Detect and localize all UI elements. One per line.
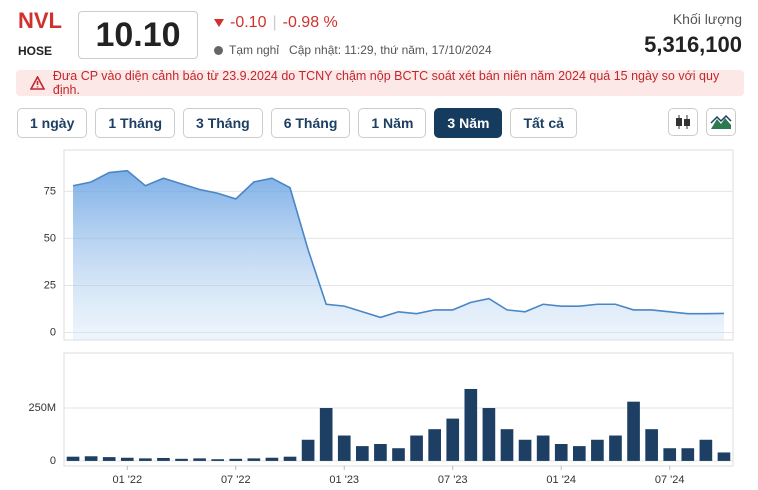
change-percent: -0.98 % [282, 14, 338, 31]
range-buttons: 1 ngày 1 Tháng 3 Tháng 6 Tháng 1 Năm 3 Năm Tất… [17, 108, 577, 138]
volume-bar [627, 401, 640, 461]
volume-bar [681, 448, 695, 461]
y-tick-label: 50 [44, 232, 56, 244]
volume-bar [392, 448, 405, 461]
range-button[interactable]: 6 Tháng [270, 108, 351, 138]
volume-bar [211, 459, 225, 461]
y-tick-label: 75 [44, 185, 56, 197]
area-icon [710, 114, 732, 129]
status-text: Tạm nghỉ [229, 43, 280, 57]
range-button[interactable]: 3 Tháng [183, 108, 263, 138]
volume-bar [265, 457, 279, 461]
volume-bar [66, 456, 80, 461]
volume-bar [301, 439, 315, 461]
volume-bar [283, 456, 297, 461]
x-tick-label: 07 '24 [655, 474, 685, 486]
x-tick-label: 01 '24 [546, 474, 576, 486]
y-tick-label: 250M [28, 402, 56, 414]
price-area [73, 170, 724, 340]
exchange: HOSE [18, 44, 53, 58]
volume-bar [356, 446, 369, 461]
y-tick-label: 25 [44, 279, 56, 291]
volume-bar [120, 457, 134, 461]
change: -0.10 | -0.98 % [214, 14, 338, 32]
status-dot [214, 45, 223, 55]
volume-bar [428, 429, 441, 461]
x-tick-label: 07 '23 [438, 474, 468, 486]
volume-bar [193, 458, 206, 461]
symbol: NVL [18, 8, 62, 33]
volume-value: 5,316,100 [644, 32, 742, 57]
volume-bar [500, 429, 514, 461]
status: Tạm nghỉ [214, 43, 279, 57]
volume-bar [663, 448, 677, 461]
volume-bar [374, 443, 387, 461]
volume-bar [139, 458, 152, 461]
down-arrow [214, 19, 224, 27]
x-tick-label: 01 '22 [112, 474, 142, 486]
volume-bar [247, 458, 261, 461]
warning-text: Đưa CP vào diện cảnh báo từ 23.9.2024 do… [52, 69, 720, 97]
y-tick-label: 0 [50, 455, 56, 467]
range-button[interactable]: 1 Tháng [95, 108, 176, 138]
candlestick-button[interactable] [668, 108, 698, 136]
price: 10.10 [78, 11, 198, 59]
volume-bar [717, 452, 731, 461]
updated: Cập nhật: 11:29, thứ năm, 17/10/2024 [289, 43, 492, 57]
volume-bar [699, 439, 713, 461]
area-button[interactable] [706, 108, 736, 136]
range-button[interactable]: 3 Năm [434, 108, 503, 138]
divider: | [272, 14, 277, 31]
chart-type-buttons [668, 108, 736, 136]
volume-bar [337, 435, 351, 461]
volume-bar [229, 458, 243, 461]
volume-bar [464, 388, 478, 461]
range-button[interactable]: 1 Năm [358, 108, 427, 138]
change-value: -0.10 [230, 14, 267, 31]
candle-icon [676, 115, 690, 129]
volume-bar [645, 429, 658, 461]
range-button[interactable]: 1 ngày [17, 108, 88, 138]
warning-icon [30, 76, 45, 90]
y-tick-label: 0 [50, 326, 56, 338]
warning: Đưa CP vào diện cảnh báo từ 23.9.2024 do… [16, 69, 744, 97]
status-row: Tạm nghỉ Cập nhật: 11:29, thứ năm, 17/10… [214, 43, 492, 57]
volume-bar [102, 457, 116, 461]
price-line [72, 169, 724, 319]
volume-bar [319, 408, 333, 461]
volume-bar [536, 435, 550, 461]
volume-bar [84, 456, 98, 461]
volume-bar [554, 443, 568, 461]
volume-bar [609, 435, 622, 461]
volume-bar [410, 435, 423, 461]
volume-bar [175, 458, 188, 461]
volume-bar [446, 418, 460, 461]
volume-bar [591, 439, 604, 461]
range-button[interactable]: Tất cả [510, 108, 577, 138]
plot-frame [63, 352, 734, 467]
volume-label: Khối lượng [672, 11, 742, 27]
x-tick-label: 01 '23 [329, 474, 359, 486]
volume-bar [572, 446, 586, 461]
x-tick-label: 07 '22 [221, 474, 251, 486]
volume-bar [518, 439, 532, 461]
volume-bar [482, 408, 496, 461]
volume-bar [157, 457, 170, 461]
